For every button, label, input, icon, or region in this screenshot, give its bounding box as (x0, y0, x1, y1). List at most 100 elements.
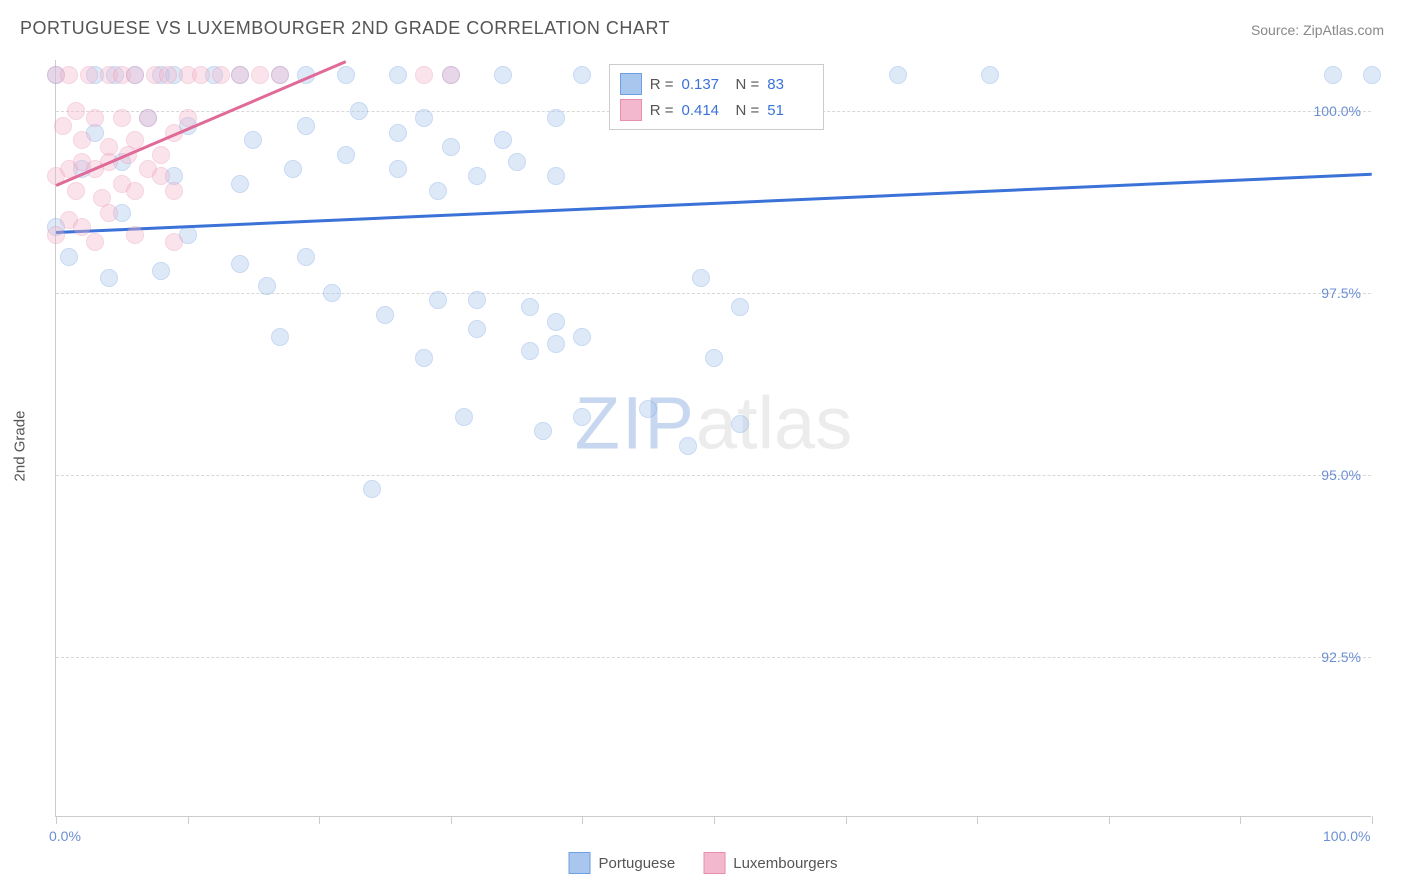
data-point (86, 233, 104, 251)
data-point (47, 226, 65, 244)
data-point (389, 160, 407, 178)
data-point (429, 291, 447, 309)
data-point (455, 408, 473, 426)
stats-r-label: R = (650, 102, 674, 119)
data-point (73, 131, 91, 149)
data-point (100, 269, 118, 287)
data-point (573, 328, 591, 346)
data-point (389, 124, 407, 142)
watermark: ZIPatlas (575, 380, 852, 465)
chart-title: PORTUGUESE VS LUXEMBOURGER 2ND GRADE COR… (20, 18, 670, 39)
data-point (231, 255, 249, 273)
x-tick (1372, 816, 1373, 824)
stats-row: R =0.414N =51 (620, 97, 814, 123)
data-point (547, 313, 565, 331)
data-point (297, 248, 315, 266)
data-point (80, 66, 98, 84)
stats-box: R =0.137N =83R =0.414N =51 (609, 64, 825, 130)
legend-swatch (703, 852, 725, 874)
data-point (692, 269, 710, 287)
data-point (1363, 66, 1381, 84)
data-point (337, 66, 355, 84)
data-point (679, 437, 697, 455)
x-tick (1240, 816, 1241, 824)
data-point (389, 66, 407, 84)
y-tick-label: 92.5% (1321, 649, 1361, 665)
data-point (429, 182, 447, 200)
data-point (152, 262, 170, 280)
chart-container: PORTUGUESE VS LUXEMBOURGER 2ND GRADE COR… (0, 0, 1406, 892)
legend-swatch (569, 852, 591, 874)
data-point (251, 66, 269, 84)
data-point (494, 66, 512, 84)
data-point (67, 102, 85, 120)
y-tick-label: 100.0% (1314, 103, 1361, 119)
data-point (889, 66, 907, 84)
stats-r-value: 0.414 (681, 102, 727, 119)
stats-swatch (620, 73, 642, 95)
data-point (573, 66, 591, 84)
data-point (67, 182, 85, 200)
stats-n-label: N = (735, 76, 759, 93)
data-point (244, 131, 262, 149)
data-point (639, 400, 657, 418)
data-point (258, 277, 276, 295)
stats-swatch (620, 99, 642, 121)
data-point (981, 66, 999, 84)
data-point (231, 66, 249, 84)
data-point (152, 167, 170, 185)
y-tick-label: 95.0% (1321, 467, 1361, 483)
data-point (126, 66, 144, 84)
data-point (284, 160, 302, 178)
stats-n-value: 83 (767, 76, 813, 93)
data-point (126, 182, 144, 200)
x-tick (56, 816, 57, 824)
data-point (468, 167, 486, 185)
data-point (442, 66, 460, 84)
data-point (73, 218, 91, 236)
x-tick (714, 816, 715, 824)
x-tick (188, 816, 189, 824)
data-point (508, 153, 526, 171)
data-point (297, 117, 315, 135)
data-point (159, 66, 177, 84)
stats-r-value: 0.137 (681, 76, 727, 93)
data-point (415, 349, 433, 367)
gridline (56, 657, 1371, 658)
data-point (152, 146, 170, 164)
legend-item: Portuguese (569, 852, 676, 874)
data-point (468, 291, 486, 309)
data-point (731, 415, 749, 433)
data-point (442, 138, 460, 156)
data-point (60, 66, 78, 84)
data-point (573, 408, 591, 426)
data-point (113, 109, 131, 127)
stats-r-label: R = (650, 76, 674, 93)
data-point (60, 248, 78, 266)
legend-label: Portuguese (599, 855, 676, 872)
data-point (271, 66, 289, 84)
data-point (521, 342, 539, 360)
data-point (192, 66, 210, 84)
data-point (126, 226, 144, 244)
plot-area: ZIPatlas 92.5%95.0%97.5%100.0%R =0.137N … (55, 60, 1371, 817)
trend-line (56, 173, 1372, 234)
data-point (337, 146, 355, 164)
data-point (86, 109, 104, 127)
data-point (323, 284, 341, 302)
data-point (547, 109, 565, 127)
data-point (547, 167, 565, 185)
gridline (56, 475, 1371, 476)
stats-row: R = 0.137 N = 83 (620, 71, 814, 97)
watermark-zip: ZIP (575, 381, 696, 464)
data-point (705, 349, 723, 367)
x-tick (582, 816, 583, 824)
data-point (468, 320, 486, 338)
data-point (363, 480, 381, 498)
data-point (534, 422, 552, 440)
data-point (231, 175, 249, 193)
data-point (547, 335, 565, 353)
x-tick (977, 816, 978, 824)
data-point (100, 204, 118, 222)
data-point (165, 182, 183, 200)
